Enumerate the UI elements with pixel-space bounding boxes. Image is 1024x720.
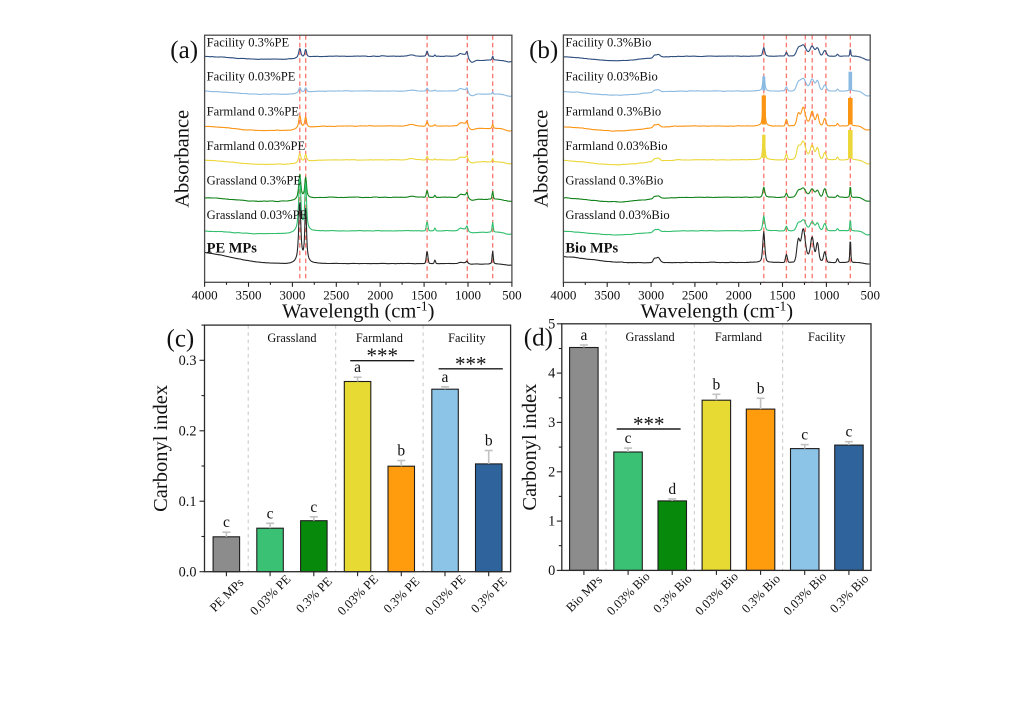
svg-text:Grassland: Grassland (626, 330, 675, 344)
svg-text:2: 2 (548, 464, 555, 480)
svg-text:Absorbance: Absorbance (172, 110, 194, 208)
svg-text:(d): (d) (524, 324, 553, 351)
svg-text:***: *** (366, 344, 398, 368)
svg-text:500: 500 (860, 287, 880, 302)
svg-text:Facility 0.3%Bio: Facility 0.3%Bio (565, 36, 651, 50)
svg-text:4000: 4000 (192, 287, 218, 302)
svg-text:Farmland 0.03%PE: Farmland 0.03%PE (207, 139, 306, 153)
svg-text:4: 4 (548, 366, 555, 382)
svg-text:Absorbance: Absorbance (530, 110, 552, 208)
svg-text:a: a (580, 327, 587, 344)
svg-text:Farmland 0.03%Bio: Farmland 0.03%Bio (565, 139, 667, 153)
svg-text:b: b (485, 433, 493, 450)
svg-text:1: 1 (548, 514, 555, 530)
svg-text:5: 5 (548, 316, 555, 332)
svg-text:***: *** (455, 352, 487, 376)
svg-text:0.3: 0.3 (179, 353, 197, 369)
svg-text:Grassland 0.03%Bio: Grassland 0.03%Bio (565, 208, 669, 222)
svg-text:3000: 3000 (638, 287, 664, 302)
svg-text:2000: 2000 (726, 287, 752, 302)
svg-text:1000: 1000 (455, 287, 481, 302)
svg-text:Grassland 0.3%Bio: Grassland 0.3%Bio (565, 174, 663, 188)
svg-text:0.0: 0.0 (179, 564, 197, 580)
svg-text:Wavelength (cm-1): Wavelength (cm-1) (282, 298, 434, 322)
svg-text:PE MPs: PE MPs (207, 241, 258, 257)
svg-text:Facility: Facility (808, 330, 846, 344)
svg-text:1500: 1500 (411, 287, 437, 302)
svg-text:0.2: 0.2 (179, 423, 197, 439)
svg-text:0: 0 (548, 563, 555, 579)
svg-text:2500: 2500 (682, 287, 708, 302)
svg-text:4000: 4000 (550, 287, 576, 302)
svg-text:1500: 1500 (770, 287, 796, 302)
svg-text:Facility: Facility (448, 331, 486, 345)
svg-text:(b): (b) (529, 37, 558, 64)
svg-text:3: 3 (548, 415, 555, 431)
svg-text:Grassland: Grassland (267, 331, 316, 345)
svg-text:b: b (713, 376, 721, 393)
svg-text:Bio MPs: Bio MPs (565, 241, 618, 257)
svg-text:3500: 3500 (236, 287, 262, 302)
svg-text:500: 500 (502, 287, 522, 302)
svg-text:0.1: 0.1 (179, 494, 197, 510)
svg-text:c: c (845, 424, 852, 441)
svg-text:Wavelength (cm-1): Wavelength (cm-1) (641, 298, 793, 322)
svg-text:Grassland 0.3%PE: Grassland 0.3%PE (207, 174, 302, 188)
svg-text:***: *** (633, 412, 665, 436)
svg-text:Carbonyl index: Carbonyl index (519, 384, 541, 511)
svg-text:c: c (310, 499, 317, 516)
svg-text:c: c (267, 505, 274, 522)
svg-text:Farmland 0.3%PE: Farmland 0.3%PE (207, 105, 300, 119)
svg-text:Farmland: Farmland (356, 331, 403, 345)
svg-text:(c): (c) (167, 326, 195, 353)
svg-text:Facility 0.3%PE: Facility 0.3%PE (207, 36, 290, 50)
svg-text:2000: 2000 (367, 287, 393, 302)
svg-text:a: a (354, 359, 361, 376)
svg-text:Carbonyl index: Carbonyl index (150, 385, 172, 512)
svg-text:b: b (757, 380, 765, 397)
svg-text:Farmland: Farmland (715, 330, 762, 344)
svg-text:c: c (223, 514, 230, 531)
svg-text:Grassland 0.03%PE: Grassland 0.03%PE (207, 208, 308, 222)
svg-text:c: c (801, 427, 808, 444)
svg-text:b: b (397, 443, 405, 460)
svg-text:c: c (625, 430, 632, 447)
svg-text:1000: 1000 (813, 287, 839, 302)
svg-text:3000: 3000 (279, 287, 305, 302)
svg-text:Facility 0.03%PE: Facility 0.03%PE (207, 70, 296, 84)
svg-text:a: a (442, 369, 449, 386)
svg-text:Facility 0.03%Bio: Facility 0.03%Bio (565, 70, 657, 84)
svg-text:3500: 3500 (594, 287, 620, 302)
svg-text:Farmland 0.3%Bio: Farmland 0.3%Bio (565, 105, 661, 119)
svg-text:(a): (a) (170, 37, 198, 64)
svg-text:2500: 2500 (323, 287, 349, 302)
svg-text:d: d (668, 481, 676, 498)
